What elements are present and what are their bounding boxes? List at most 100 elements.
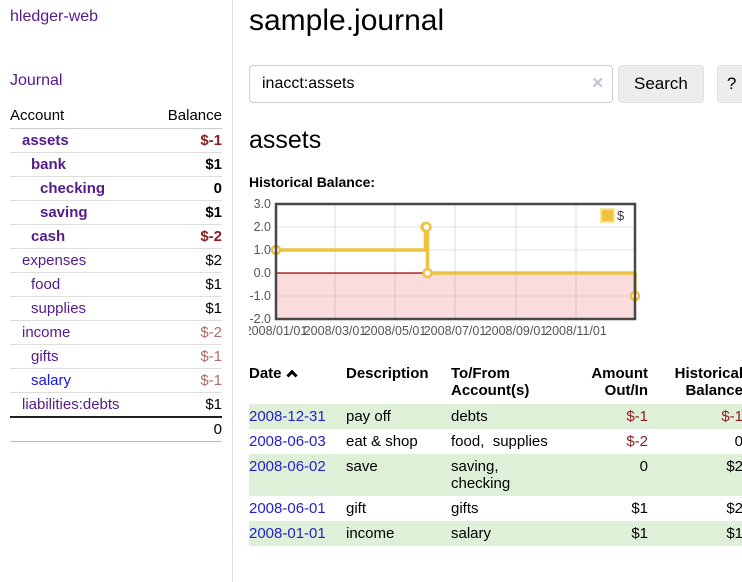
sidebar-account-link[interactable]: salary [31, 372, 72, 389]
register-col-accounts: To/From Account(s) [451, 365, 530, 399]
account-row: liabilities:debts $1 [10, 392, 222, 417]
accounts-col-balance: Balance [151, 105, 222, 129]
account-balance: $-2 [151, 224, 222, 249]
transaction-amount: $-1 [626, 408, 648, 425]
chart-heading: Historical Balance: [249, 174, 376, 190]
sidebar-item-journal[interactable]: Journal [10, 72, 63, 89]
account-row: checking 0 [10, 176, 222, 201]
account-balance: $1 [151, 392, 222, 417]
account-row: gifts $-1 [10, 344, 222, 369]
transaction-account: gifts [451, 500, 479, 517]
register-table: Date Description To/From Account(s) Amou… [249, 363, 742, 546]
page-title: sample.journal [249, 4, 445, 37]
transaction-account: saving, [451, 458, 503, 475]
transaction-description: eat & shop [346, 433, 418, 450]
transaction-account: checking [451, 475, 511, 492]
account-row: food $1 [10, 272, 222, 297]
sidebar-account-link[interactable]: income [22, 324, 71, 341]
accounts-table: Account Balance assets $-1 bank $1 checking 0… [10, 105, 222, 442]
svg-text:2008/03/01: 2008/03/01 [304, 324, 367, 338]
account-row: expenses $2 [10, 248, 222, 273]
account-balance: $1 [151, 296, 222, 321]
account-balance: $1 [151, 200, 222, 225]
accounts-col-account: Account [10, 105, 152, 129]
account-balance: $-1 [151, 344, 222, 369]
search-button[interactable]: Search [618, 65, 704, 103]
svg-text:2008/07/01: 2008/07/01 [424, 324, 487, 338]
transaction-description: income [346, 525, 395, 542]
svg-text:$: $ [617, 208, 625, 223]
transaction-account: debts [451, 408, 488, 425]
transaction-date-link[interactable]: 2008-01-01 [249, 525, 326, 542]
clear-search-icon[interactable]: ✕ [591, 75, 604, 92]
sidebar-account-link[interactable]: saving [40, 204, 88, 221]
sidebar-account-link[interactable]: expenses [22, 252, 87, 269]
account-heading: assets [249, 126, 322, 154]
account-balance: $-1 [151, 368, 222, 393]
sidebar: hledger-web Journal Account Balance asse… [0, 0, 233, 582]
account-row: cash $-2 [10, 224, 222, 249]
transaction-balance: $2 [726, 500, 742, 517]
account-balance: 0 [151, 176, 222, 201]
account-row: income $-2 [10, 320, 222, 345]
help-button[interactable]: ? [716, 65, 742, 103]
app-brand-link[interactable]: hledger-web [10, 8, 99, 25]
account-row: saving $1 [10, 200, 222, 225]
transaction-amount: $1 [631, 500, 648, 517]
account-balance: $1 [151, 272, 222, 297]
sidebar-account-link[interactable]: checking [40, 180, 106, 197]
sort-ascending-icon [285, 369, 298, 382]
register-col-balance: Historical Balance [674, 365, 742, 399]
register-col-date-sort[interactable]: Date [249, 363, 346, 404]
transaction-date-link[interactable]: 2008-06-03 [249, 433, 326, 450]
svg-text:2008/05/01: 2008/05/01 [364, 324, 427, 338]
transaction-description: pay off [346, 408, 391, 425]
transaction-amount: $1 [631, 525, 648, 542]
transaction-balance: $-1 [721, 408, 742, 425]
transaction-row[interactable]: 2008-06-03 eat & shop food, supplies $-2 0 [249, 429, 742, 454]
search-input[interactable] [249, 65, 613, 103]
account-row: supplies $1 [10, 296, 222, 321]
sidebar-account-link[interactable]: supplies [31, 300, 87, 317]
svg-text:2008/09/01: 2008/09/01 [485, 324, 548, 338]
account-balance: $-1 [200, 132, 222, 149]
transaction-row[interactable]: 2008-01-01 income salary $1 $1 [249, 521, 742, 546]
account-balance: $1 [151, 152, 222, 177]
account-row: assets $-1 [10, 129, 222, 153]
accounts-total-row: 0 [10, 416, 222, 442]
transaction-row[interactable]: 2008-06-01 gift gifts $1 $2 [249, 496, 742, 521]
search-form: ✕ Search ? [249, 65, 742, 103]
main-content: sample.journal ✕ Search ? assets Histori… [233, 0, 742, 582]
transaction-balance: 0 [734, 433, 742, 450]
transaction-balance: $1 [726, 525, 742, 542]
sidebar-account-link[interactable]: cash [31, 228, 66, 245]
account-row: bank $1 [10, 152, 222, 177]
transaction-row[interactable]: 2008-06-02 save saving, checking 0 $2 [249, 454, 742, 496]
svg-text:-2.0: -2.0 [249, 312, 271, 326]
transaction-date-link[interactable]: 2008-06-01 [249, 500, 326, 517]
svg-text:2008/11/01: 2008/11/01 [545, 324, 607, 338]
svg-text:-1.0: -1.0 [249, 289, 271, 303]
account-balance: $-2 [151, 320, 222, 345]
transaction-date-link[interactable]: 2008-12-31 [249, 408, 326, 425]
sidebar-account-link[interactable]: liabilities:debts [22, 396, 120, 413]
sidebar-account-link[interactable]: bank [31, 156, 67, 173]
sidebar-account-link[interactable]: gifts [31, 348, 59, 365]
register-col-amount: Amount Out/In [591, 365, 648, 399]
svg-text:2008/01/01: 2008/01/01 [249, 324, 307, 338]
sidebar-account-link[interactable]: food [31, 276, 61, 293]
transaction-account: food, [451, 433, 489, 450]
svg-text:2.0: 2.0 [254, 220, 271, 234]
transaction-description: gift [346, 500, 367, 517]
svg-text:1.0: 1.0 [254, 243, 271, 257]
svg-text:3.0: 3.0 [254, 197, 271, 211]
account-balance: $2 [151, 248, 222, 273]
register-col-description: Description [346, 365, 429, 382]
transaction-date-link[interactable]: 2008-06-02 [249, 458, 326, 475]
transaction-account: supplies [492, 433, 548, 450]
account-row: salary $-1 [10, 368, 222, 393]
historical-balance-chart[interactable]: $3.0 2.0 1.0 0.0 -1.0 -2.0 2008/01/01 2008/03/0… [245, 197, 742, 348]
transaction-row[interactable]: 2008-12-31 pay off debts $-1 $-1 [249, 404, 742, 429]
transaction-balance: $2 [726, 458, 742, 475]
sidebar-account-link[interactable]: assets [22, 132, 69, 149]
